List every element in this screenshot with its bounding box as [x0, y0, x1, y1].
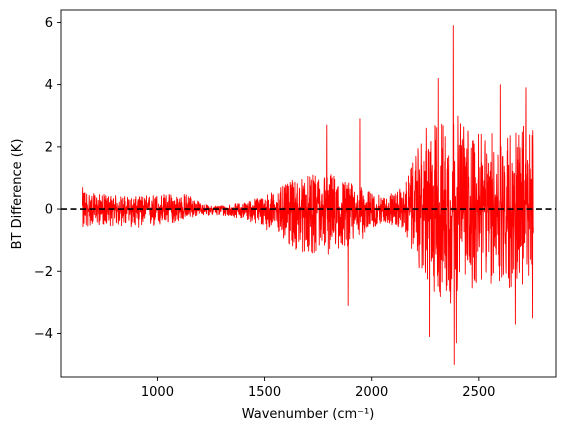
x-tick-label: 2500 — [462, 385, 495, 400]
x-tick-label: 1000 — [141, 385, 174, 400]
x-tick-label: 2000 — [355, 385, 388, 400]
plot-area — [60, 9, 557, 378]
y-tick-label: −2 — [34, 265, 53, 280]
x-tick-label: 1500 — [248, 385, 281, 400]
x-axis-label: Wavenumber (cm⁻¹) — [242, 407, 375, 422]
y-tick-label: 2 — [45, 140, 53, 155]
plot-frame — [60, 9, 557, 378]
y-tick-label: 4 — [45, 78, 53, 93]
y-axis-label: BT Difference (K) — [10, 139, 25, 250]
series-layer — [81, 25, 534, 366]
x-axis: 1000 1500 2000 2500 — [141, 377, 495, 400]
y-axis: −4 −2 0 2 4 6 — [34, 16, 61, 342]
y-tick-label: 0 — [45, 203, 53, 218]
y-tick-label: −4 — [34, 327, 53, 342]
series-line — [81, 25, 534, 366]
y-tick-label: 6 — [45, 16, 53, 31]
